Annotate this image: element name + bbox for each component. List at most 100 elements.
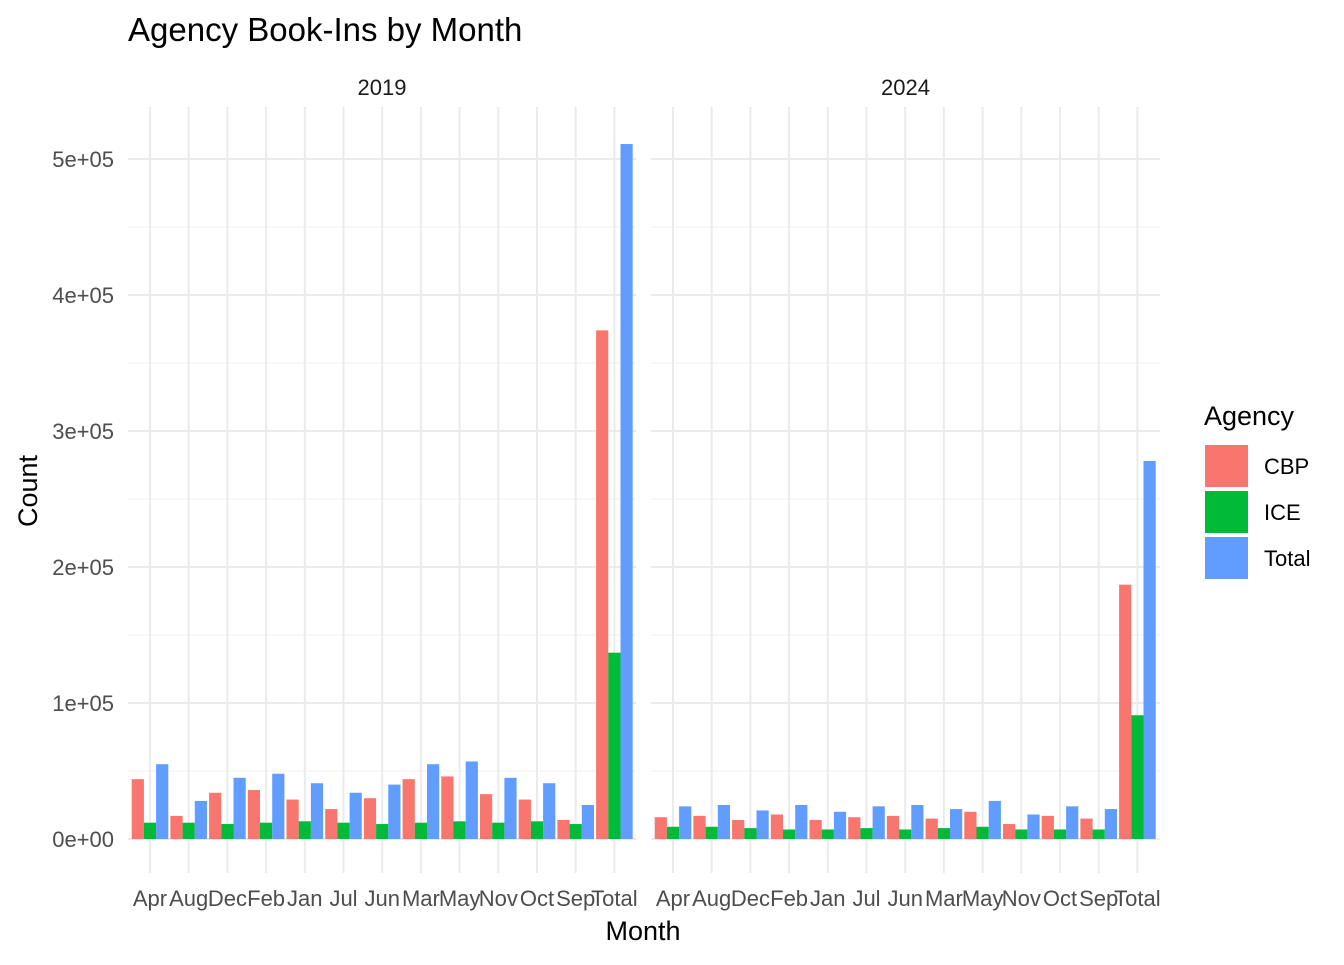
x-tick-label: Jun [887, 886, 922, 911]
bar-cbp-jun-2019 [363, 798, 377, 839]
bar-ice-may-2019 [453, 821, 466, 839]
bar-ice-aug-2019 [182, 822, 195, 839]
bar-ice-aug-2024 [705, 826, 718, 839]
bar-cbp-jul-2024 [848, 817, 861, 839]
bar-ice-apr-2024 [666, 826, 680, 839]
bar-cbp-dec-2019 [209, 792, 222, 839]
x-tick-label: Jul [852, 886, 880, 911]
bar-ice-jan-2024 [821, 829, 834, 839]
x-tick-label: Jul [329, 886, 357, 911]
bar-total-oct-2024 [1066, 806, 1079, 839]
x-tick-label: Dec [208, 886, 247, 911]
bar-total-sep-2019 [581, 805, 594, 839]
x-tick-label: Apr [133, 886, 167, 911]
x-tick-label: Total [591, 886, 637, 911]
bar-ice-jul-2024 [860, 828, 873, 839]
bar-total-dec-2024 [756, 810, 769, 839]
bar-total-aug-2019 [194, 800, 207, 839]
y-axis: 0e+00 1e+05 2e+05 3e+05 4e+05 5e+05 [52, 147, 114, 852]
bar-total-jan-2019 [310, 783, 324, 839]
facet-label: 2019 [358, 75, 407, 100]
bar-cbp-mar-2024 [925, 818, 938, 839]
bar-total-nov-2019 [504, 777, 517, 839]
x-tick-label: Mar [925, 886, 963, 911]
bar-cbp-may-2024 [964, 811, 977, 839]
bar-cbp-sep-2019 [557, 819, 570, 839]
x-tick-label: May [439, 886, 481, 911]
x-tick-label: Feb [247, 886, 285, 911]
bar-total-dec-2019 [233, 777, 246, 839]
bar-cbp-oct-2019 [518, 799, 531, 839]
bar-total-apr-2024 [679, 806, 692, 839]
bar-ice-feb-2019 [260, 822, 273, 839]
bar-cbp-jan-2024 [809, 819, 822, 839]
bar-ice-sep-2019 [569, 824, 582, 839]
x-tick-label: Sep [1079, 886, 1118, 911]
bar-total-oct-2019 [543, 783, 556, 839]
bar-ice-jun-2019 [376, 824, 389, 839]
bar-ice-oct-2024 [1053, 829, 1067, 839]
bar-total-nov-2024 [1027, 814, 1040, 839]
bar-total-jul-2024 [872, 806, 885, 839]
bar-total-jun-2024 [911, 805, 924, 839]
legend: Agency CBP ICE Total [1204, 401, 1310, 579]
bar-total-mar-2019 [427, 764, 440, 839]
bar-total-feb-2024 [795, 805, 808, 839]
bar-cbp-jul-2019 [325, 809, 338, 839]
bar-ice-dec-2024 [744, 828, 757, 839]
bar-ice-sep-2024 [1092, 829, 1105, 839]
x-axis-title: Month [605, 916, 680, 946]
bar-ice-nov-2019 [492, 822, 505, 839]
x-tick-label: Oct [1043, 886, 1077, 911]
y-tick-label: 5e+05 [52, 147, 114, 172]
bar-cbp-apr-2019 [131, 779, 144, 839]
x-tick-label: Aug [169, 886, 208, 911]
x-tick-label: May [962, 886, 1004, 911]
bar-cbp-aug-2024 [693, 815, 706, 839]
bar-ice-nov-2024 [1015, 829, 1028, 839]
x-tick-label: Nov [479, 886, 518, 911]
bar-cbp-total-2024 [1119, 584, 1132, 839]
x-tick-label: Nov [1002, 886, 1041, 911]
bar-total-jun-2019 [388, 784, 401, 839]
legend-label-cbp: CBP [1264, 454, 1309, 479]
bar-total-total-2024 [1143, 460, 1156, 839]
y-tick-label: 4e+05 [52, 283, 114, 308]
bar-total-total-2019 [620, 144, 633, 840]
bar-total-aug-2024 [717, 805, 730, 839]
bar-cbp-may-2019 [441, 776, 454, 839]
legend-key-cbp [1205, 445, 1248, 487]
bar-ice-apr-2019 [143, 822, 157, 839]
bar-cbp-sep-2024 [1080, 818, 1093, 839]
y-tick-label: 3e+05 [52, 419, 114, 444]
bar-ice-total-2019 [608, 652, 621, 839]
bar-total-mar-2024 [950, 809, 963, 839]
bar-total-may-2024 [988, 800, 1001, 839]
bar-cbp-jun-2024 [886, 815, 900, 839]
bar-cbp-feb-2024 [770, 814, 783, 839]
bar-total-jan-2024 [833, 811, 847, 839]
legend-label-ice: ICE [1264, 500, 1301, 525]
x-tick-label: Dec [731, 886, 770, 911]
bar-cbp-mar-2019 [402, 779, 415, 839]
bar-total-jul-2019 [349, 792, 362, 839]
x-tick-label: Oct [520, 886, 554, 911]
x-tick-label: Mar [402, 886, 440, 911]
bar-ice-total-2024 [1131, 715, 1144, 839]
bar-ice-jan-2019 [298, 821, 311, 839]
bar-ice-jun-2024 [899, 829, 912, 839]
y-tick-label: 0e+00 [52, 827, 114, 852]
bar-cbp-aug-2019 [170, 815, 183, 839]
bar-ice-mar-2024 [937, 828, 950, 839]
bar-total-feb-2019 [272, 773, 285, 839]
chart-title: Agency Book-Ins by Month [128, 11, 522, 48]
bar-cbp-oct-2024 [1041, 815, 1054, 839]
bar-cbp-dec-2024 [732, 819, 745, 839]
bar-cbp-nov-2024 [1003, 824, 1016, 839]
bar-ice-dec-2019 [221, 824, 234, 839]
bar-ice-mar-2019 [414, 822, 427, 839]
